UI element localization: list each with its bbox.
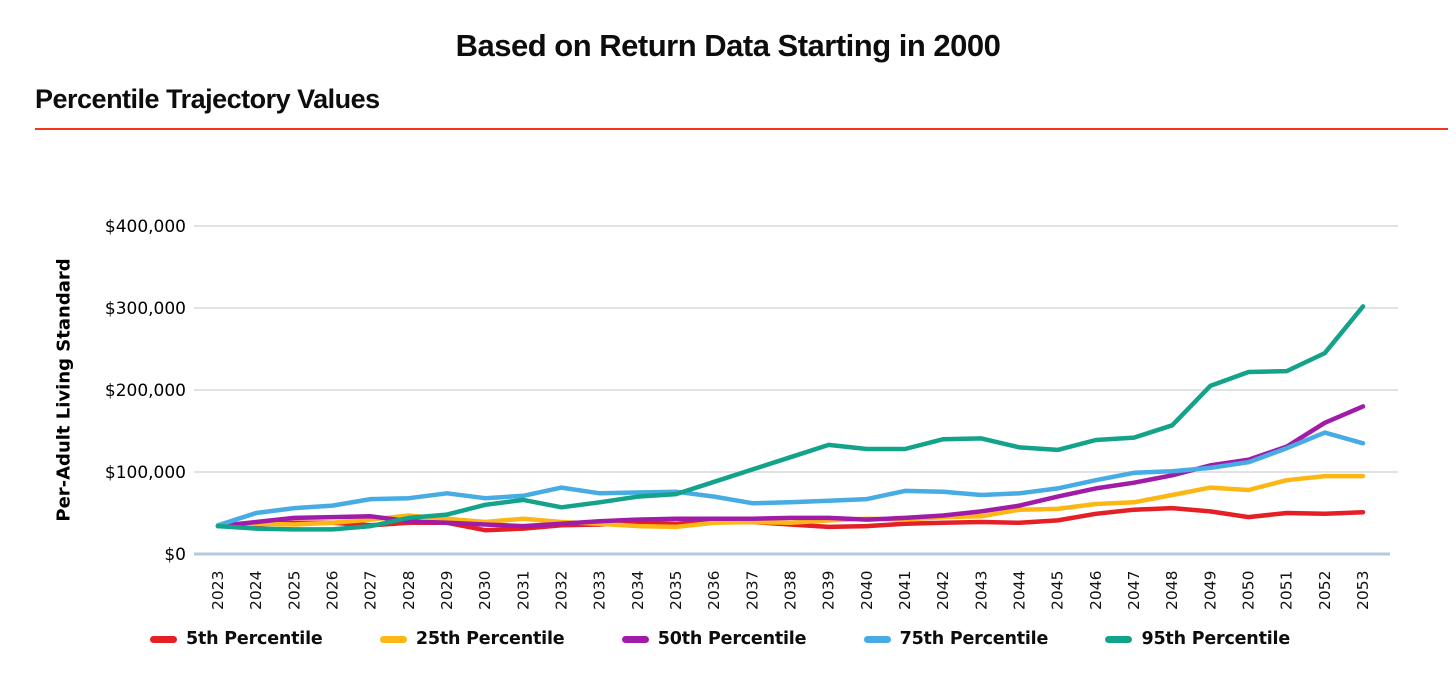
- x-tick-label: 2030: [476, 571, 494, 610]
- y-tick-label: $400,000: [105, 217, 186, 237]
- x-tick-label: 2045: [1049, 571, 1067, 610]
- x-tick-label: 2041: [896, 571, 914, 610]
- x-tick-label: 2043: [972, 571, 990, 610]
- x-tick-label: 2040: [858, 571, 876, 610]
- x-tick-label: 2025: [285, 571, 303, 610]
- x-tick-label: 2032: [553, 571, 571, 610]
- chart-legend: 5th Percentile 25th Percentile 50th Percen…: [0, 622, 1456, 656]
- red-divider-rule: [35, 128, 1448, 130]
- y-tick-label: $300,000: [105, 299, 186, 319]
- x-tick-label: 2044: [1011, 571, 1029, 610]
- x-tick-label: 2046: [1087, 571, 1105, 610]
- x-tick-label: 2035: [667, 571, 685, 610]
- x-tick-label: 2029: [438, 571, 456, 610]
- x-tick-label: 2053: [1354, 571, 1372, 610]
- legend-item-50th-percentile: 50th Percentile: [621, 629, 807, 649]
- y-tick-label: $0: [164, 545, 186, 565]
- x-tick-label: 2027: [362, 571, 380, 610]
- legend-label: 25th Percentile: [415, 629, 565, 649]
- x-tick-label: 2023: [209, 571, 227, 610]
- chart-title: Based on Return Data Starting in 2000: [455, 28, 1001, 63]
- legend-label: 50th Percentile: [657, 629, 807, 649]
- series-line-75th-percentile: [215, 430, 1366, 528]
- legend-marker-icon: [621, 635, 649, 643]
- series-line-25th-percentile: [215, 473, 1366, 530]
- x-tick-label: 2038: [782, 571, 800, 610]
- series-line-50th-percentile: [215, 404, 1366, 529]
- x-tick-label: 2024: [247, 571, 265, 610]
- legend-label: 75th Percentile: [899, 629, 1049, 649]
- section-subtitle: Percentile Trajectory Values: [35, 84, 380, 114]
- legend-item-25th-percentile: 25th Percentile: [379, 629, 565, 649]
- legend-marker-icon: [1105, 635, 1133, 643]
- legend-label: 5th Percentile: [186, 629, 323, 649]
- legend-item-5th-percentile: 5th Percentile: [150, 629, 323, 649]
- legend-item-75th-percentile: 75th Percentile: [863, 629, 1049, 649]
- x-tick-label: 2048: [1163, 571, 1181, 610]
- legend-label: 95th Percentile: [1141, 629, 1290, 649]
- x-tick-label: 2049: [1201, 571, 1219, 610]
- x-tick-label: 2028: [400, 571, 418, 610]
- x-tick-label: 2050: [1240, 571, 1258, 610]
- legend-marker-icon: [150, 635, 177, 643]
- x-tick-label: 2034: [629, 571, 647, 610]
- y-tick-label: $200,000: [105, 381, 186, 401]
- legend-item-95th-percentile: 95th Percentile: [1105, 629, 1290, 649]
- x-tick-label: 2037: [743, 571, 761, 610]
- x-tick-label: 2039: [820, 571, 838, 610]
- y-tick-label: $100,000: [105, 463, 186, 483]
- x-tick-label: 2047: [1125, 571, 1143, 610]
- x-tick-label: 2036: [705, 571, 723, 610]
- x-tick-label: 2033: [591, 571, 609, 610]
- legend-marker-icon: [379, 635, 407, 643]
- x-tick-label: 2026: [324, 571, 342, 610]
- x-tick-label: 2052: [1316, 571, 1334, 610]
- legend-marker-icon: [863, 635, 891, 643]
- x-tick-label: 2031: [514, 571, 532, 610]
- x-tick-label: 2042: [934, 571, 952, 610]
- series-line-95th-percentile: [215, 304, 1366, 532]
- x-tick-label: 2051: [1278, 571, 1296, 610]
